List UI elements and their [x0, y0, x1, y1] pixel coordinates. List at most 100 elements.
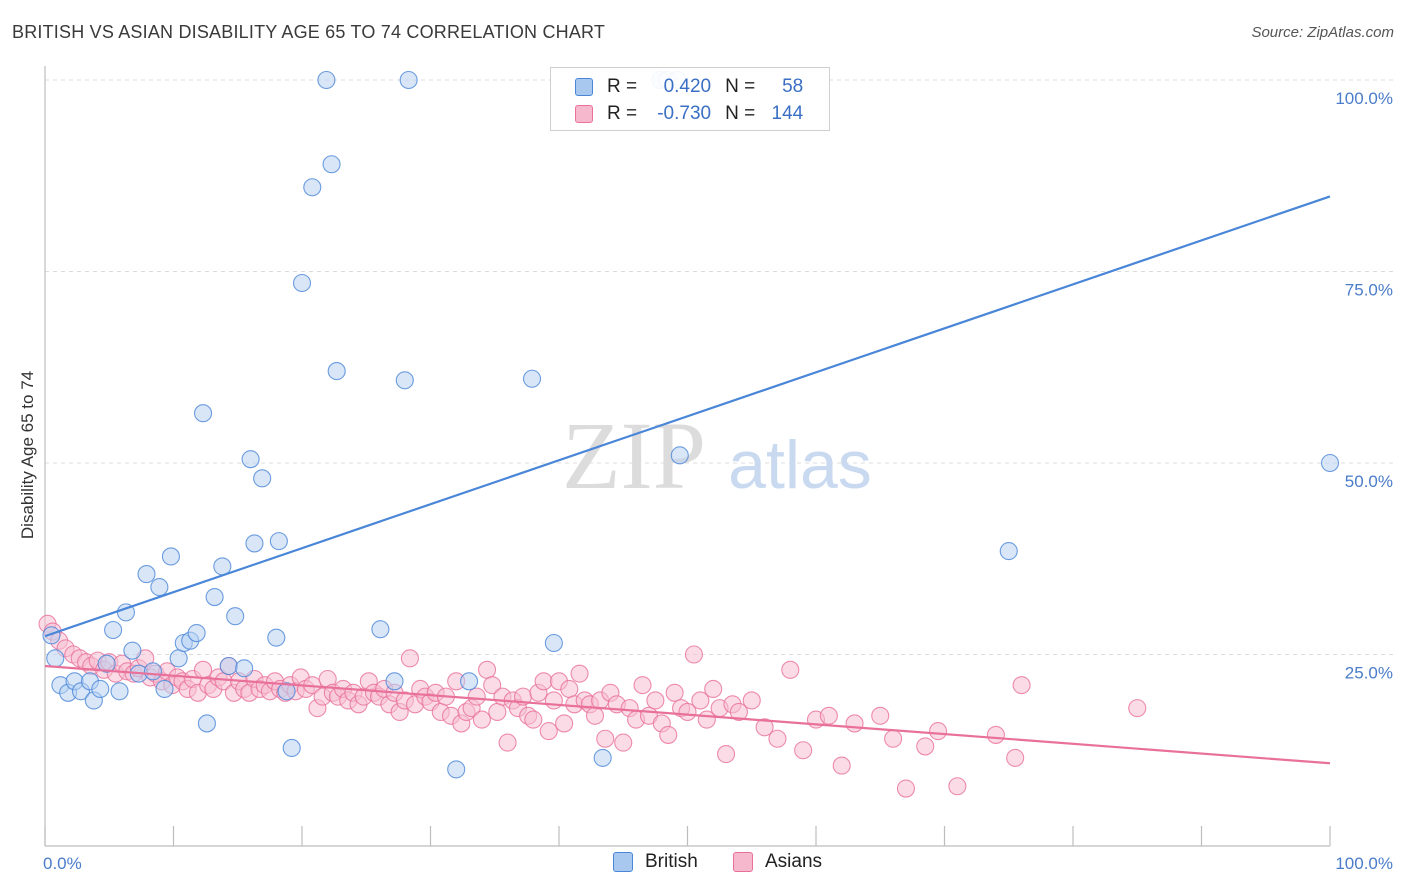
- series-swatch-british: [613, 852, 633, 872]
- trend-lines: [44, 195, 1331, 765]
- asians-point: [596, 729, 615, 748]
- asians-point: [400, 649, 419, 668]
- asians-point: [539, 722, 558, 741]
- british-point: [447, 760, 466, 779]
- british-point: [197, 714, 216, 733]
- british-point: [137, 565, 156, 584]
- british-point: [226, 607, 245, 626]
- british-point: [91, 679, 110, 699]
- british-point: [322, 155, 341, 174]
- asians-point: [544, 691, 563, 710]
- series-asians-points: [38, 614, 1147, 798]
- asians-point: [819, 706, 838, 725]
- british-point: [253, 469, 272, 488]
- asians-point: [524, 710, 543, 729]
- british-point: [169, 649, 188, 668]
- asians-point: [896, 779, 916, 798]
- asians-point: [716, 745, 736, 764]
- legend-n-value: 144: [771, 103, 804, 124]
- asians-trend-line: [44, 664, 1331, 765]
- british-point: [267, 628, 286, 647]
- british-point: [395, 371, 414, 390]
- asians-point: [614, 733, 633, 752]
- asians-point: [742, 691, 761, 710]
- asians-point: [684, 645, 703, 664]
- asians-point: [555, 714, 574, 733]
- asians-point: [678, 702, 697, 722]
- british-point: [97, 654, 116, 673]
- british-point: [593, 748, 612, 767]
- gridlines: [45, 79, 1395, 655]
- british-point: [143, 662, 162, 681]
- british-point: [194, 404, 213, 423]
- legend-r-label: R =: [607, 76, 638, 97]
- series-legend-label: British: [645, 851, 698, 872]
- asians-point: [871, 706, 890, 725]
- x-tick-label: 100.0%: [1335, 854, 1393, 873]
- legend-row-asians: R = -0.730 N = 144: [575, 101, 803, 127]
- legend-swatch-british: [575, 78, 593, 96]
- british-point: [110, 682, 129, 701]
- asians-point: [916, 737, 935, 756]
- british-point: [999, 542, 1018, 561]
- y-tick-label: 75.0%: [1345, 281, 1393, 300]
- british-point: [150, 578, 169, 597]
- asians-point: [832, 756, 851, 775]
- british-point: [205, 587, 224, 607]
- axes: [44, 66, 1331, 847]
- asians-point: [1128, 699, 1147, 718]
- asians-point: [884, 729, 903, 748]
- british-point: [385, 672, 404, 691]
- british-point: [327, 362, 346, 381]
- asians-point: [467, 687, 486, 706]
- asians-point: [729, 702, 748, 722]
- asians-point: [1012, 676, 1031, 695]
- asians-point: [929, 722, 948, 741]
- asians-point: [948, 777, 967, 796]
- y-tick-label: 100.0%: [1335, 89, 1393, 108]
- asians-point: [633, 676, 652, 695]
- asians-point: [472, 710, 491, 729]
- legend-swatch-asians: [575, 105, 593, 123]
- y-tick-label: 50.0%: [1345, 472, 1393, 491]
- asians-point: [1006, 748, 1025, 767]
- british-point: [46, 649, 65, 668]
- asians-point: [534, 672, 553, 691]
- asians-point: [986, 725, 1005, 744]
- watermark-atlas: atlas: [728, 427, 872, 503]
- british-point: [269, 532, 288, 551]
- british-point: [544, 633, 563, 653]
- asians-point: [665, 683, 684, 702]
- y-tick-label: 25.0%: [1345, 664, 1393, 683]
- british-point: [303, 178, 322, 197]
- british-point: [522, 369, 542, 388]
- chart-title: BRITISH VS ASIAN DISABILITY AGE 65 TO 74…: [12, 22, 606, 42]
- legend-n-value: 58: [782, 76, 804, 97]
- asians-point: [755, 718, 774, 737]
- legend-r-value: 0.420: [663, 76, 712, 97]
- asians-point: [194, 660, 213, 679]
- british-point: [104, 620, 123, 640]
- asians-point: [691, 691, 710, 710]
- series-british-points: [42, 70, 1340, 779]
- asians-point: [483, 676, 502, 695]
- asians-point: [659, 725, 678, 744]
- watermark: ZIP atlas: [562, 402, 872, 509]
- series-legend-label: Asians: [765, 851, 823, 872]
- british-point: [245, 534, 264, 553]
- asians-point: [585, 706, 605, 725]
- british-point: [187, 624, 206, 643]
- series-legend-asians[interactable]: Asians: [733, 851, 822, 873]
- series-legend-british[interactable]: British: [613, 851, 698, 873]
- british-point: [1320, 453, 1340, 473]
- asians-point: [794, 741, 813, 760]
- british-point: [459, 672, 479, 691]
- series-swatch-asians: [733, 852, 753, 872]
- legend-n-label: N =: [725, 103, 756, 124]
- british-point: [161, 547, 180, 566]
- stats-legend: R = 0.420 N = 58 R = -0.730 N = 144: [550, 67, 830, 131]
- british-trend-line: [44, 195, 1331, 638]
- asians-point: [560, 679, 579, 699]
- legend-row-british: R = 0.420 N = 58: [575, 74, 803, 100]
- british-point: [235, 659, 254, 678]
